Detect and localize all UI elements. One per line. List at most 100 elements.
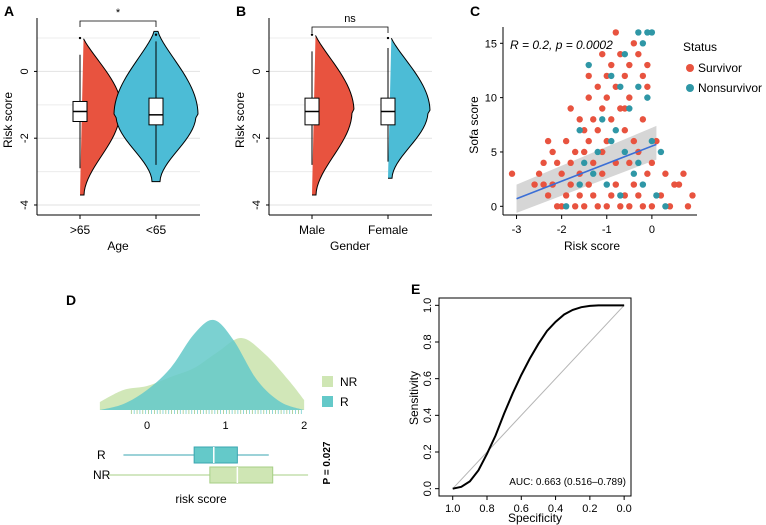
c-point-survivor [581, 127, 588, 134]
c-point-survivor [630, 40, 638, 47]
b-x-tick-label: Female [368, 223, 408, 237]
c-point-survivor [599, 50, 606, 58]
a-box [148, 97, 164, 126]
a-outlier [78, 36, 82, 40]
e-y-tick-label: 0.0 [422, 481, 434, 496]
c-point-survivor [675, 181, 683, 188]
panel-c-label: C [470, 3, 480, 19]
c-point-survivor [585, 137, 592, 145]
c-legend-nonsurvivor-swatch [686, 84, 694, 92]
c-point-survivor [599, 148, 606, 156]
e-x-tick-label: 1.0 [445, 503, 460, 515]
panel-d: D 0 1 2 NR R R NR P = 0.027 risk score [66, 292, 358, 506]
c-point-nonsurvivor [594, 148, 601, 156]
c-point-survivor [626, 94, 633, 101]
c-point-survivor [571, 203, 579, 210]
c-point-survivor [653, 137, 660, 145]
a-y-tick-label: -2 [19, 133, 31, 143]
e-y-tick-label: 1.0 [422, 298, 434, 313]
d-legend-nr-swatch [322, 376, 333, 387]
b-x-tick-label: Male [299, 223, 325, 237]
c-point-survivor [544, 137, 552, 145]
c-point-survivor [689, 192, 696, 199]
c-point-survivor [608, 116, 615, 123]
b-violin [388, 38, 431, 179]
a-x-tick-label: >65 [70, 223, 91, 237]
panel-e-label: E [411, 281, 420, 297]
d-box [209, 466, 274, 484]
c-point-nonsurvivor [562, 203, 570, 210]
c-point-survivor [644, 83, 651, 90]
panel-b: B 0 -2 -4 Male Female Risk score Gender ns [233, 3, 432, 253]
c-point-nonsurvivor [648, 29, 656, 36]
c-point-survivor [639, 116, 647, 123]
c-point-nonsurvivor [621, 148, 629, 156]
c-point-nonsurvivor [657, 148, 665, 156]
c-point-survivor [635, 50, 642, 58]
c-point-nonsurvivor [635, 159, 642, 167]
c-point-survivor [621, 192, 629, 199]
b-significance-label: ns [344, 13, 356, 25]
c-point-survivor [585, 94, 592, 101]
c-point-survivor [617, 50, 624, 58]
d-x-tick-label: 1 [223, 420, 229, 432]
panel-a-label: A [4, 3, 14, 19]
c-point-survivor [544, 192, 552, 199]
c-point-survivor [657, 192, 665, 199]
c-point-survivor [648, 159, 656, 167]
c-point-survivor [621, 72, 629, 80]
e-x-label: Specificity [508, 511, 562, 525]
c-point-nonsurvivor [621, 50, 629, 58]
panel-c: C 0 5 10 15 -3 -2 -1 0 Sofa score Risk score R… [467, 3, 762, 253]
c-point-survivor [666, 203, 674, 210]
b-significance-bracket [311, 26, 389, 33]
c-point-nonsurvivor [644, 29, 651, 36]
d-x-tick-label: 2 [301, 420, 307, 432]
c-point-nonsurvivor [590, 170, 597, 177]
c-point-survivor [508, 170, 516, 177]
e-auc-label: AUC: 0.663 (0.516–0.789) [509, 477, 626, 488]
c-y-tick-label: 0 [491, 201, 497, 213]
c-y-tick-label: 15 [485, 38, 497, 50]
c-point-survivor [585, 72, 592, 80]
c-point-nonsurvivor [581, 159, 588, 167]
e-y-label: Sensitivity [407, 371, 421, 425]
c-x-tick-label: -2 [557, 224, 567, 236]
c-point-nonsurvivor [585, 61, 592, 69]
a-y-label: Risk score [1, 92, 15, 148]
e-x-tick-label: 0.8 [479, 503, 494, 515]
c-point-survivor [630, 137, 638, 145]
c-point-survivor [644, 61, 651, 69]
b-y-label: Risk score [233, 92, 247, 148]
c-point-survivor [603, 72, 610, 80]
d-box [193, 446, 238, 464]
c-point-survivor [639, 203, 647, 210]
e-x-tick-label: 0.4 [548, 503, 563, 515]
c-point-survivor [540, 159, 547, 167]
d-box-label-nr: NR [93, 468, 111, 482]
e-x-tick-label: 0.0 [616, 503, 631, 515]
c-point-survivor [567, 181, 574, 188]
c-point-survivor [590, 192, 597, 199]
a-x-tick-label: <65 [146, 223, 167, 237]
d-box-label-r: R [97, 448, 106, 462]
c-point-survivor [603, 137, 610, 145]
b-x-label: Gender [330, 239, 370, 253]
c-x-tick-label: 0 [649, 224, 655, 236]
c-point-survivor [621, 105, 629, 112]
c-point-nonsurvivor [653, 192, 660, 199]
e-x-tick-label: 0.6 [514, 503, 529, 515]
c-legend-survivor-label: Survivor [698, 61, 742, 75]
c-point-nonsurvivor [644, 94, 651, 101]
c-legend-title: Status [683, 40, 717, 54]
c-point-survivor [594, 83, 601, 90]
c-point-survivor [612, 83, 619, 90]
c-point-survivor [684, 203, 692, 210]
c-point-survivor [594, 127, 601, 134]
c-x-tick-label: -3 [512, 224, 522, 236]
c-point-survivor [562, 192, 570, 199]
c-legend-nonsurvivor-label: Nonsurvivor [698, 81, 762, 95]
c-point-survivor [599, 105, 606, 112]
a-y-tick-label: 0 [19, 68, 31, 74]
